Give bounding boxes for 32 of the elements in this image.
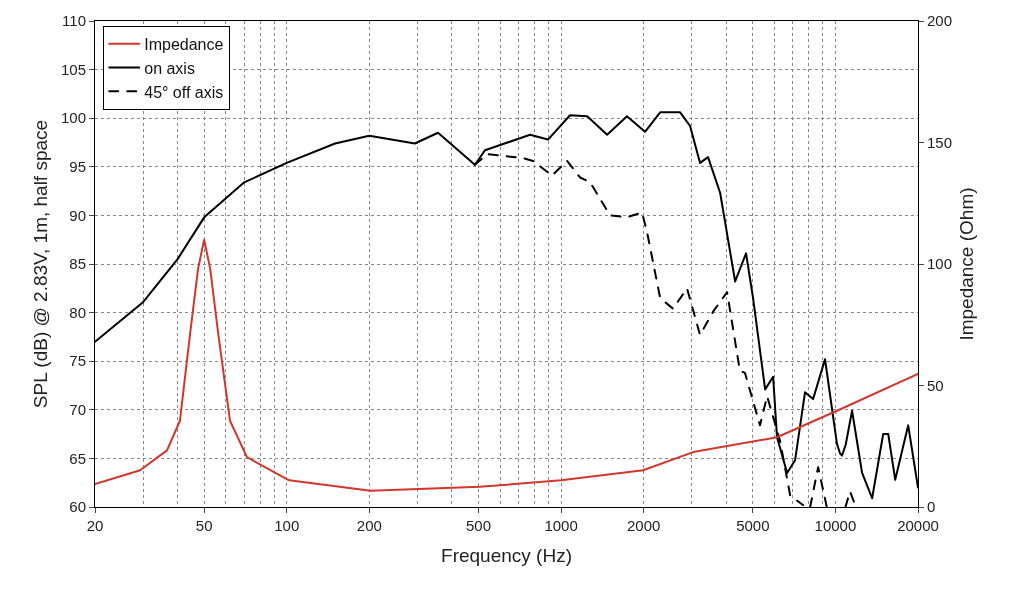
x-tick-label: 200 [356, 517, 382, 534]
y-tick-label: 95 [69, 158, 86, 176]
y2-tick-label: 150 [927, 133, 953, 151]
y-tick-label: 100 [60, 109, 86, 127]
legend-label: 45° off axis [144, 83, 224, 101]
y-tick-label: 110 [62, 12, 86, 30]
x-tick-label: 5000 [736, 517, 770, 534]
y-tick-label: 70 [69, 401, 86, 419]
y-tick-label: 60 [69, 498, 86, 516]
x-tick-label: 20000 [897, 517, 939, 534]
legend-label: on axis [144, 59, 195, 77]
x-axis-title: Frequency (Hz) [441, 544, 572, 566]
x-tick-label: 20 [86, 517, 104, 534]
x-tick-label: 10000 [814, 517, 857, 534]
y2-tick-label: 50 [927, 376, 944, 394]
y2-axis-title: Impedance (Ohm) [955, 187, 977, 341]
x-tick-label: 2000 [626, 517, 661, 534]
legend-label: Impedance [144, 36, 224, 53]
y2-tick-label: 0 [927, 498, 936, 516]
y-tick-label: 85 [69, 255, 86, 273]
x-tick-label: 50 [195, 517, 213, 534]
x-tick-label: 100 [274, 517, 300, 534]
y-tick-label: 90 [69, 206, 86, 224]
y-tick-label: 65 [69, 449, 86, 467]
y2-tick-label: 100 [927, 255, 953, 273]
y-tick-label: 80 [69, 303, 86, 321]
y2-tick-label: 200 [927, 12, 953, 30]
x-tick-label: 1000 [544, 517, 578, 534]
y-tick-label: 75 [69, 352, 86, 370]
y-axis-title: SPL (dB) @ 2.83V, 1m, half space [29, 119, 51, 409]
y-tick-label: 105 [60, 60, 86, 78]
x-tick-label: 500 [465, 517, 492, 534]
